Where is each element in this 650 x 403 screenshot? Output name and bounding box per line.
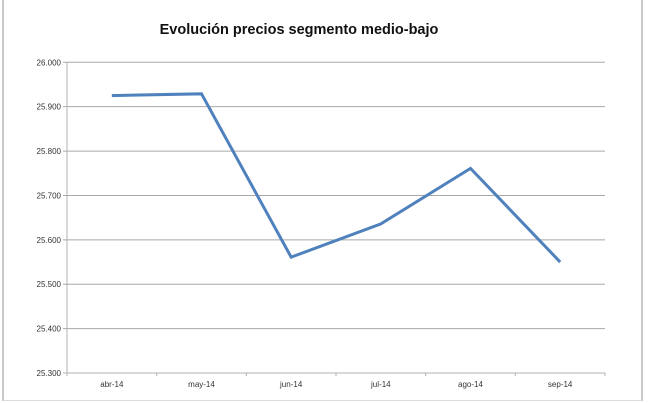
y-tick-label: 25.900 [37, 103, 62, 112]
x-tick-label: abr-14 [100, 380, 124, 389]
series-line [111, 92, 562, 264]
x-tick-label: jun-14 [279, 380, 303, 389]
x-tick-label: sep-14 [548, 380, 573, 389]
y-tick-label: 25.300 [37, 369, 62, 378]
x-tick-label: ago-14 [458, 380, 483, 389]
y-tick-label: 25.700 [37, 191, 62, 200]
y-tick-label: 25.800 [37, 147, 62, 156]
chart-title: Evolución precios segmento medio-bajo [159, 22, 439, 38]
y-tick-label: 26.000 [37, 58, 62, 67]
x-tick-label: jul-14 [370, 380, 391, 389]
x-tick-label: may-14 [188, 380, 215, 389]
y-tick-label: 25.400 [37, 325, 62, 334]
y-tick-label: 25.600 [37, 236, 62, 245]
y-tick-label: 25.500 [37, 280, 62, 289]
